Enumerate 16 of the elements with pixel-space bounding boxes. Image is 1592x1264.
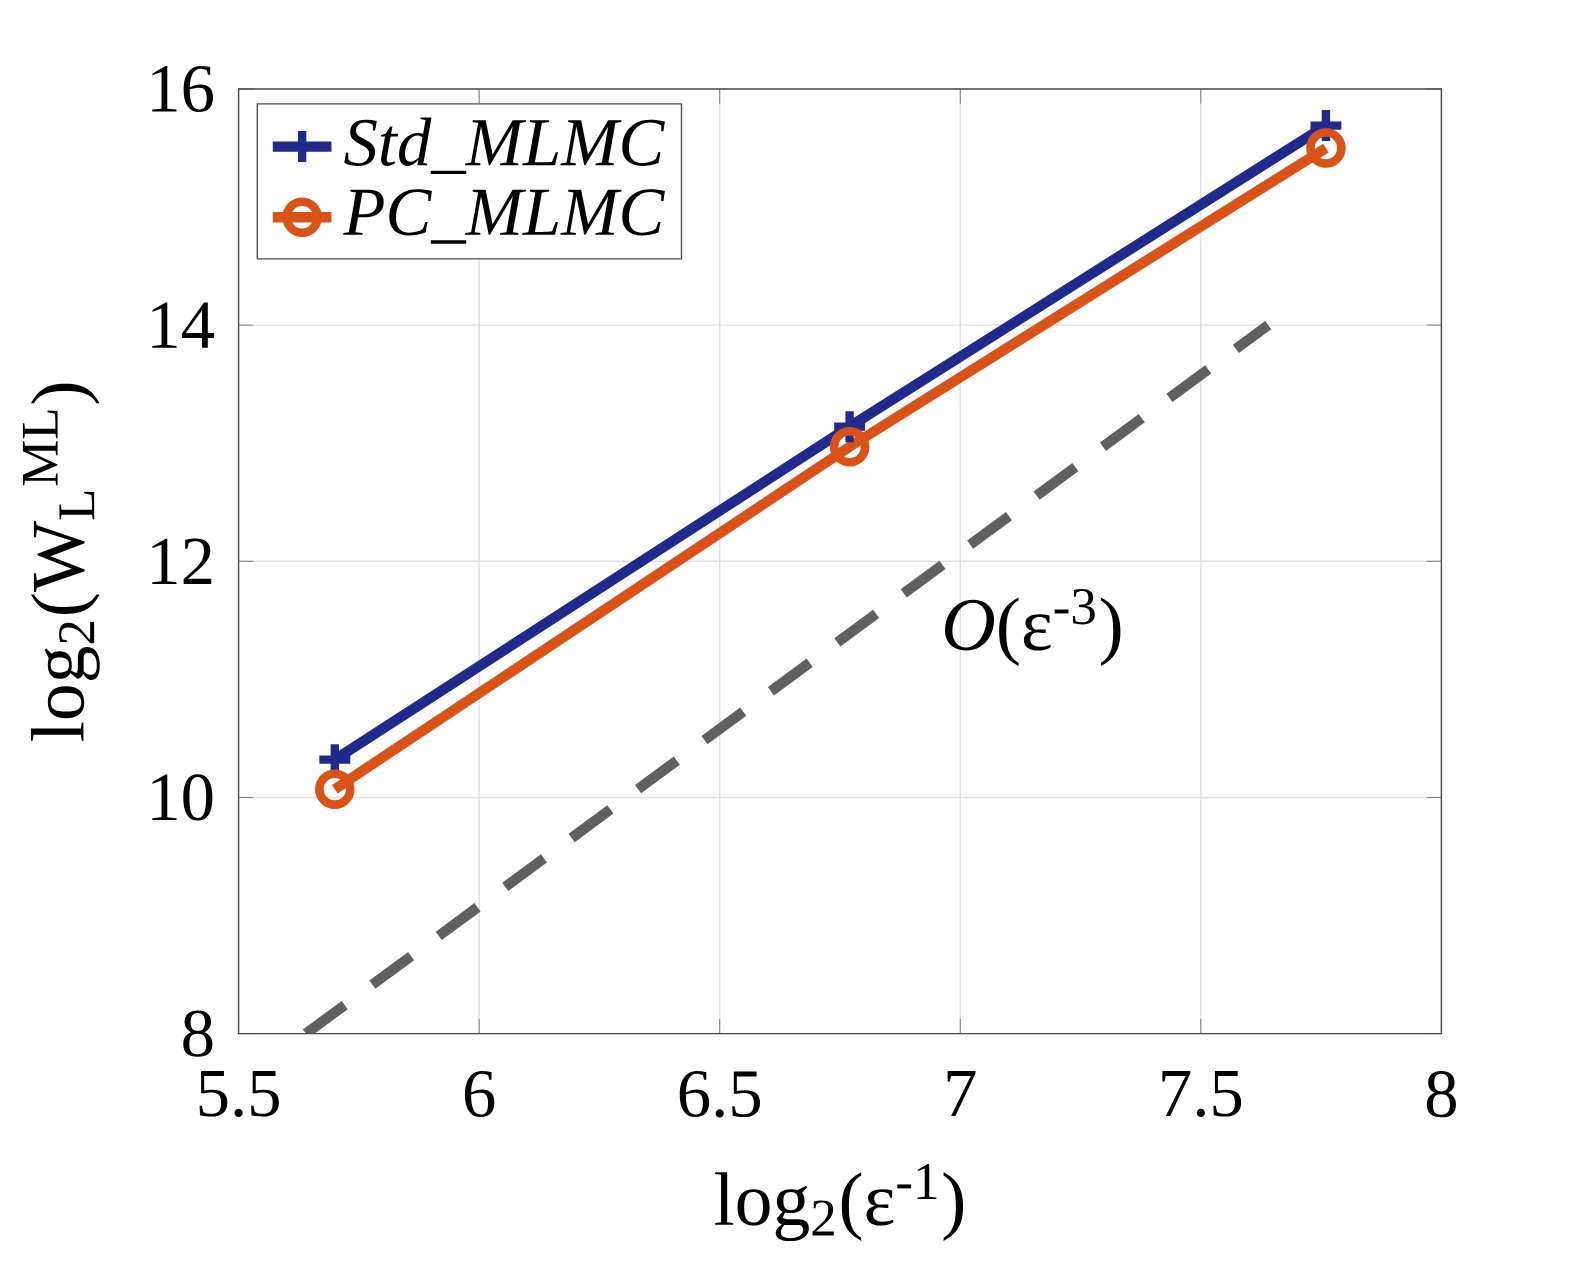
y-axis-title: log$_{2}$(W$_{L}$$^{ML}$) (22, 383, 100, 741)
x-tick-label: 7 (947, 1070, 976, 1116)
y-tick-label: 14 (152, 302, 214, 348)
y-tick-label: 10 (152, 774, 213, 821)
x-tick-label: 6 (464, 1070, 495, 1118)
y-tick-label: 8 (183, 1010, 213, 1057)
y-tick-label: 12 (152, 538, 212, 585)
annotation: O(ε$^{-3}$) (945, 588, 1121, 666)
y-tick-label: 16 (152, 65, 213, 113)
x-tick-label: 7.5 (1162, 1070, 1242, 1117)
x-tick-label: 6.5 (679, 1070, 761, 1118)
legend-label: Std_MLMC (344, 117, 665, 175)
legend-label: PC_MLMC (343, 189, 665, 244)
x-axis-title: log$_{2}$(ε$^{-1}$) (715, 1163, 964, 1242)
x-tick-label: 5.5 (199, 1070, 279, 1117)
x-tick-label: 8 (1426, 1070, 1456, 1118)
